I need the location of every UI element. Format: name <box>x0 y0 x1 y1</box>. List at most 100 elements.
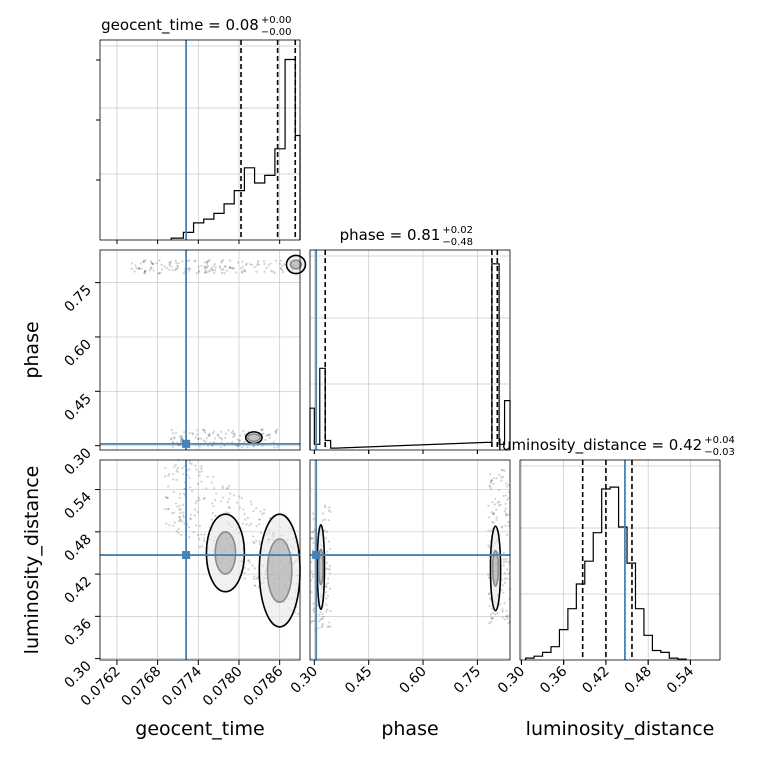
sample-point-geocent_time_vs_phase-1-29 <box>219 437 223 440</box>
sample-point-geocent_time_vs_phase-0-132 <box>176 267 179 270</box>
contour-geocent_time_vs_distance-1 <box>205 513 246 593</box>
sample-point-geocent_time_vs_distance-0-261 <box>178 504 181 507</box>
sample-point-geocent_time_vs_distance-0-201 <box>258 540 261 543</box>
sample-point-geocent_time_vs_phase-1-48 <box>216 433 219 436</box>
xtick-label-geocent_time-3: 0.0780 <box>200 664 246 710</box>
sample-point-phase_vs_distance-0-111 <box>325 567 328 570</box>
sample-point-geocent_time_vs_phase-0-113 <box>197 265 200 268</box>
sample-point-geocent_time_vs_distance-0-27 <box>176 470 179 474</box>
sample-point-geocent_time_vs_distance-0-192 <box>188 468 191 471</box>
sample-point-phase_vs_distance-0-6 <box>317 613 321 616</box>
sample-point-geocent_time_vs_phase-1-133 <box>198 445 201 448</box>
sample-point-phase_vs_distance-1-66 <box>491 512 494 515</box>
sample-point-phase_vs_distance-1-111 <box>507 560 510 564</box>
sample-point-geocent_time_vs_phase-0-115 <box>139 262 142 265</box>
sample-point-geocent_time_vs_distance-0-227 <box>211 502 214 505</box>
sample-point-geocent_time_vs_phase-1-96 <box>207 433 210 436</box>
sample-point-geocent_time_vs_phase-0-6 <box>240 271 244 274</box>
sample-point-geocent_time_vs_phase-1-40 <box>181 438 184 441</box>
sample-point-phase_vs_distance-0-113 <box>321 617 324 620</box>
xtick-label-phase-0: 0.30 <box>288 664 321 697</box>
xtick-label-geocent_time-4: 0.0786 <box>241 663 287 709</box>
sample-point-geocent_time_vs_distance-0-289 <box>172 473 175 476</box>
contour-geocent_time_vs_phase-1 <box>285 254 307 275</box>
sample-point-geocent_time_vs_phase-0-39 <box>256 263 259 267</box>
sample-point-geocent_time_vs_distance-0-239 <box>263 508 266 511</box>
sample-point-geocent_time_vs_phase-1-131 <box>180 434 183 438</box>
sample-point-geocent_time_vs_phase-1-127 <box>268 433 271 436</box>
sample-point-phase_vs_distance-1-2 <box>506 617 509 620</box>
sample-point-geocent_time_vs_phase-0-10 <box>159 271 162 274</box>
sample-point-geocent_time_vs_phase-0-98 <box>241 270 244 273</box>
sample-point-geocent_time_vs_phase-0-73 <box>174 267 178 270</box>
sample-point-phase_vs_distance-1-61 <box>505 615 508 618</box>
sample-point-geocent_time_vs_phase-1-115 <box>178 435 181 438</box>
sample-point-geocent_time_vs_phase-0-42 <box>165 267 169 270</box>
sample-point-phase_vs_distance-1-30 <box>494 613 497 616</box>
sample-point-geocent_time_vs_phase-1-23 <box>179 439 182 443</box>
sample-point-geocent_time_vs_distance-0-309 <box>214 514 217 517</box>
sample-point-geocent_time_vs_distance-0-244 <box>172 478 175 481</box>
sample-point-geocent_time_vs_phase-0-29 <box>244 263 248 266</box>
hist-frame-luminosity_distance <box>519 459 721 661</box>
sample-point-phase_vs_distance-1-26 <box>498 500 501 503</box>
sample-point-geocent_time_vs_phase-0-153 <box>188 259 191 262</box>
sample-point-geocent_time_vs_phase-0-14 <box>200 265 203 268</box>
contour-phase_vs_distance-3 <box>489 525 502 612</box>
sample-point-phase_vs_distance-1-25 <box>503 469 506 472</box>
sample-point-geocent_time_vs_phase-1-72 <box>202 428 205 431</box>
sample-point-geocent_time_vs_distance-0-238 <box>238 495 241 498</box>
sample-point-geocent_time_vs_phase-0-81 <box>149 260 152 263</box>
sample-point-geocent_time_vs_distance-0-249 <box>198 498 201 502</box>
sample-point-geocent_time_vs_phase-0-80 <box>218 266 222 269</box>
sample-point-phase_vs_distance-0-101 <box>321 622 325 626</box>
sample-point-geocent_time_vs_distance-0-108 <box>228 498 231 501</box>
sample-point-geocent_time_vs_phase-0-157 <box>211 268 214 271</box>
sample-point-phase_vs_distance-1-34 <box>501 525 504 528</box>
sample-point-phase_vs_distance-1-108 <box>487 544 490 547</box>
sample-point-geocent_time_vs_distance-0-298 <box>165 522 168 525</box>
sample-point-geocent_time_vs_distance-0-95 <box>256 577 260 580</box>
sample-point-geocent_time_vs_phase-0-23 <box>209 269 212 272</box>
sample-point-geocent_time_vs_distance-0-59 <box>176 505 179 508</box>
sample-point-geocent_time_vs_distance-0-325 <box>212 504 215 508</box>
sample-point-phase_vs_distance-0-74 <box>327 577 330 580</box>
sample-point-geocent_time_vs_phase-0-137 <box>151 262 154 266</box>
sample-point-phase_vs_distance-0-100 <box>310 561 313 564</box>
sample-point-geocent_time_vs_phase-1-52 <box>202 439 205 442</box>
sample-point-geocent_time_vs_phase-0-149 <box>204 271 207 274</box>
sample-point-phase_vs_distance-1-55 <box>505 568 508 571</box>
sample-point-phase_vs_distance-0-97 <box>327 509 331 512</box>
sample-point-geocent_time_vs_distance-0-329 <box>238 506 241 509</box>
sample-point-geocent_time_vs_phase-0-54 <box>241 260 244 263</box>
sample-point-geocent_time_vs_phase-0-82 <box>241 265 244 268</box>
sample-point-geocent_time_vs_distance-0-74 <box>228 484 231 487</box>
title-plus-luminosity_distance: +0.04 <box>704 435 735 446</box>
sample-point-geocent_time_vs_phase-0-34 <box>174 269 177 272</box>
sample-point-geocent_time_vs_phase-1-12 <box>172 440 175 443</box>
contour-geocent_time_vs_distance-3 <box>258 513 301 628</box>
sample-point-geocent_time_vs_phase-0-103 <box>135 267 138 270</box>
sample-point-phase_vs_distance-0-115 <box>326 625 329 628</box>
sample-point-geocent_time_vs_phase-0-120 <box>150 262 154 265</box>
sample-point-geocent_time_vs_distance-0-21 <box>241 522 245 525</box>
sample-point-geocent_time_vs_phase-0-85 <box>279 266 282 270</box>
sample-point-phase_vs_distance-0-14 <box>325 591 328 594</box>
sample-point-phase_vs_distance-1-64 <box>504 512 507 515</box>
sample-point-geocent_time_vs_phase-1-135 <box>242 429 245 432</box>
sample-point-geocent_time_vs_phase-0-88 <box>221 259 224 262</box>
sample-point-geocent_time_vs_phase-1-50 <box>274 431 278 435</box>
sample-point-geocent_time_vs_distance-0-32 <box>166 496 169 500</box>
sample-point-phase_vs_distance-1-60 <box>488 592 491 595</box>
sample-point-geocent_time_vs_distance-0-235 <box>246 516 250 520</box>
sample-point-geocent_time_vs_distance-0-177 <box>212 487 216 490</box>
sample-point-geocent_time_vs_phase-0-119 <box>195 272 198 275</box>
sample-point-geocent_time_vs_phase-0-18 <box>222 268 225 271</box>
sample-point-geocent_time_vs_phase-0-121 <box>273 272 276 275</box>
sample-point-geocent_time_vs_distance-0-272 <box>166 485 170 488</box>
sample-point-geocent_time_vs_phase-0-67 <box>197 270 200 274</box>
sample-point-geocent_time_vs_phase-0-147 <box>257 260 260 263</box>
sample-point-phase_vs_distance-1-131 <box>502 560 506 564</box>
sample-point-geocent_time_vs_distance-0-205 <box>188 536 191 539</box>
sample-point-geocent_time_vs_phase-0-45 <box>130 267 133 270</box>
